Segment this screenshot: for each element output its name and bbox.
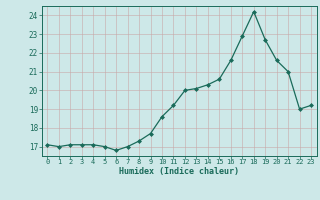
X-axis label: Humidex (Indice chaleur): Humidex (Indice chaleur) bbox=[119, 167, 239, 176]
